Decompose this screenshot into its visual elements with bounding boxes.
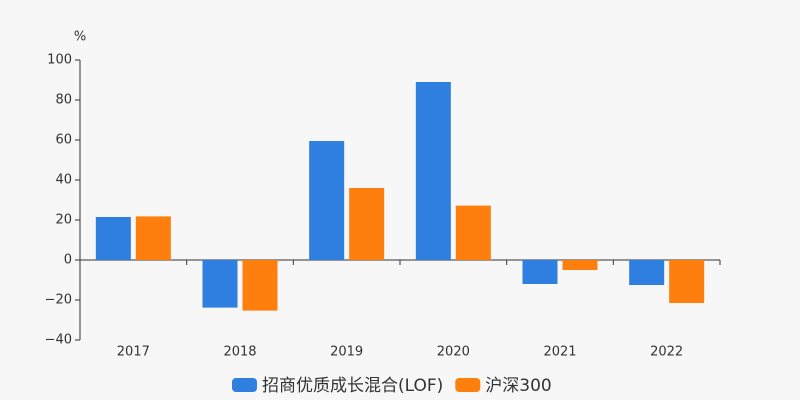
legend-swatch: [455, 378, 481, 392]
y-tick-label: 20: [55, 213, 72, 228]
y-tick-label: 0: [64, 253, 72, 268]
bar: [455, 205, 491, 260]
x-tick-label: 2020: [437, 345, 470, 360]
y-tick-label: 40: [55, 173, 72, 188]
bar: [415, 82, 451, 260]
bar: [135, 216, 171, 260]
y-unit: %: [74, 30, 86, 45]
bar: [309, 141, 345, 260]
y-tick-label: −20: [45, 293, 72, 308]
bar: [242, 260, 278, 311]
bar: [562, 260, 598, 270]
y-tick-label: 60: [55, 133, 72, 148]
legend-label: 沪深300: [485, 376, 551, 396]
x-tick-label: 2021: [543, 345, 576, 360]
bar: [202, 260, 238, 308]
x-tick-label: 2019: [330, 345, 363, 360]
bar: [522, 260, 558, 284]
y-tick-label: 80: [55, 93, 72, 108]
legend: 招商优质成长混合(LOF) 沪深300: [232, 376, 552, 396]
y-tick-label: 100: [47, 53, 72, 68]
legend-label: 招商优质成长混合(LOF): [262, 376, 443, 396]
legend-swatch: [232, 378, 257, 392]
x-tick-label: 2022: [650, 345, 683, 360]
bar: [669, 260, 705, 303]
x-tick-label: 2017: [117, 345, 150, 360]
x-tick-label: 2018: [223, 345, 256, 360]
y-tick-label: −40: [45, 333, 72, 348]
bar: [349, 188, 385, 260]
bar: [629, 260, 665, 285]
bar: [95, 217, 131, 260]
